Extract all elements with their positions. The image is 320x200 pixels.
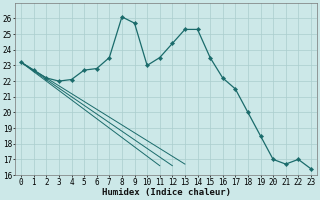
X-axis label: Humidex (Indice chaleur): Humidex (Indice chaleur)	[101, 188, 230, 197]
